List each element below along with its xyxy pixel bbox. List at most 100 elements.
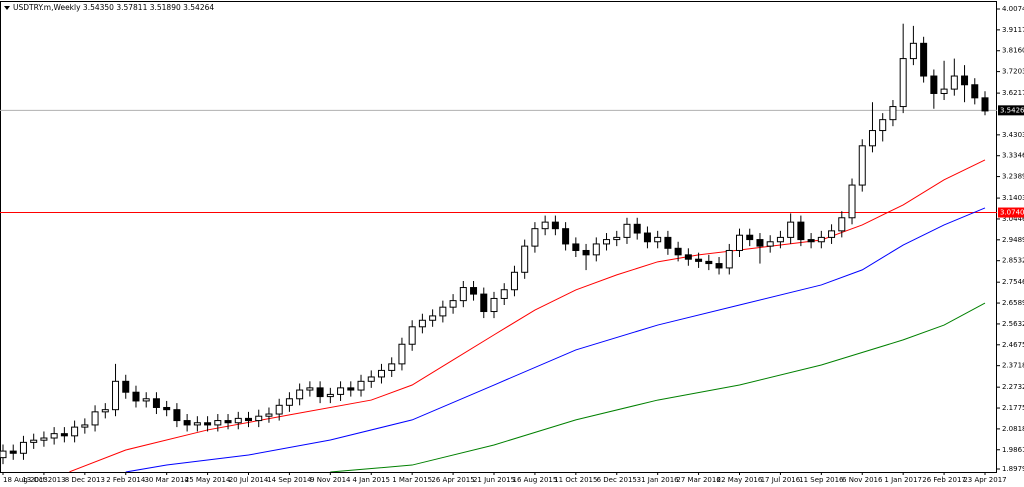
candle-body	[654, 236, 662, 243]
menu-arrow	[4, 6, 10, 10]
candle-body	[868, 130, 876, 147]
y-tick-label: 3.33460	[1002, 152, 1024, 160]
candle-body	[439, 306, 447, 317]
candle-body	[490, 297, 498, 313]
candle-body	[828, 230, 836, 238]
candle-body	[971, 84, 979, 99]
x-tick-label: 1 Mar 2015	[392, 476, 432, 484]
plot-frame	[0, 1, 997, 473]
candle-body	[705, 260, 713, 265]
y-tick-label: 4.00740	[1002, 5, 1024, 13]
y-tick-label: 2.75460	[1002, 278, 1024, 286]
candle-body	[0, 450, 7, 459]
x-tick-label: 13 Oct 2013	[22, 476, 65, 484]
candle-body	[306, 387, 314, 391]
candle-body	[429, 315, 437, 321]
candle-body	[163, 406, 171, 411]
x-tick-label: 6 Dec 2015	[597, 476, 637, 484]
y-tick-label: 2.85320	[1002, 257, 1024, 265]
y-tick-label: 3.14030	[1002, 194, 1024, 202]
y-tick-label: 3.23890	[1002, 173, 1024, 181]
candle-body	[234, 417, 242, 424]
x-tick-label: 9 Nov 2014	[310, 476, 351, 484]
ma-line	[69, 159, 986, 472]
y-tick-label: 2.94890	[1002, 236, 1024, 244]
candle-body	[50, 433, 58, 439]
candle-body	[623, 223, 631, 238]
ma-line	[125, 207, 986, 472]
candle-body	[715, 263, 723, 269]
candle-body	[531, 228, 539, 247]
candle-body	[377, 369, 385, 378]
candle-body	[112, 380, 120, 411]
candle-body	[582, 249, 590, 256]
candle-body	[940, 88, 948, 94]
candle-body	[695, 258, 703, 262]
candle-body	[664, 236, 672, 249]
plot-area	[0, 23, 997, 472]
candle-body	[326, 393, 334, 398]
chart-title: USDTRY.m,Weekly 3.54350 3.57811 3.51890 …	[13, 3, 214, 12]
candle-body	[562, 228, 570, 245]
candle-body	[398, 343, 406, 365]
candle-body	[81, 424, 89, 428]
candle-body	[521, 245, 529, 273]
y-tick-label: 2.08180	[1002, 425, 1024, 433]
bid-label: 3.54264	[1000, 106, 1024, 114]
x-tick-label: 17 Jul 2016	[761, 476, 801, 484]
x-tick-label: 30 Mar 2014	[144, 476, 189, 484]
x-tick-label: 6 Nov 2016	[842, 476, 883, 484]
candle-body	[204, 422, 212, 426]
candle-body	[797, 221, 805, 241]
candle-body	[725, 249, 733, 269]
candle-body	[388, 363, 396, 371]
y-tick-label: 2.46750	[1002, 341, 1024, 349]
x-tick-label: 18 Aug 2013	[3, 476, 48, 484]
candle-body	[101, 409, 109, 413]
x-tick-label: 14 Sep 2014	[267, 476, 312, 484]
candle-body	[920, 42, 928, 77]
bid-label-box	[998, 105, 1024, 116]
x-tick-label: 23 Apr 2017	[963, 476, 1006, 484]
y-tick-label: 2.65890	[1002, 299, 1024, 307]
y-tick-label: 3.04460	[1002, 215, 1024, 223]
candle-body	[265, 413, 273, 417]
candle-body	[71, 426, 79, 437]
candle-body	[449, 300, 457, 308]
y-tick-label: 3.91170	[1002, 26, 1024, 34]
candle-body	[60, 433, 68, 437]
candle-body	[285, 398, 293, 406]
y-tick-label: 2.37180	[1002, 362, 1024, 370]
candle-body	[981, 97, 989, 112]
y-tick-label: 3.72030	[1002, 68, 1024, 76]
candle-body	[950, 75, 958, 90]
candle-body	[132, 391, 140, 402]
y-tick-label: 3.81600	[1002, 47, 1024, 55]
candle-body	[142, 398, 150, 402]
candle-body	[470, 287, 478, 295]
level-label-box	[998, 207, 1024, 218]
candle-body	[848, 184, 856, 219]
candle-body	[961, 75, 969, 86]
candle-body	[357, 380, 365, 391]
candle-body	[500, 289, 508, 299]
candle-body	[787, 221, 795, 238]
candle-body	[899, 58, 907, 108]
candle-body	[296, 389, 304, 400]
candle-body	[224, 420, 232, 424]
candle-body	[838, 217, 846, 232]
candle-body	[746, 234, 754, 241]
candle-body	[551, 221, 559, 230]
candle-body	[255, 415, 263, 422]
x-tick-label: 26 Feb 2017	[922, 476, 966, 484]
x-tick-label: 26 Apr 2015	[431, 476, 474, 484]
x-tick-label: 1 Jan 2017	[884, 476, 922, 484]
candle-body	[91, 411, 99, 426]
candle-body	[643, 232, 651, 243]
candle-body	[30, 439, 38, 443]
candle-body	[510, 271, 518, 291]
candle-body	[347, 387, 355, 391]
x-tick-label: 21 Jun 2015	[473, 476, 515, 484]
candle-body	[603, 239, 611, 245]
